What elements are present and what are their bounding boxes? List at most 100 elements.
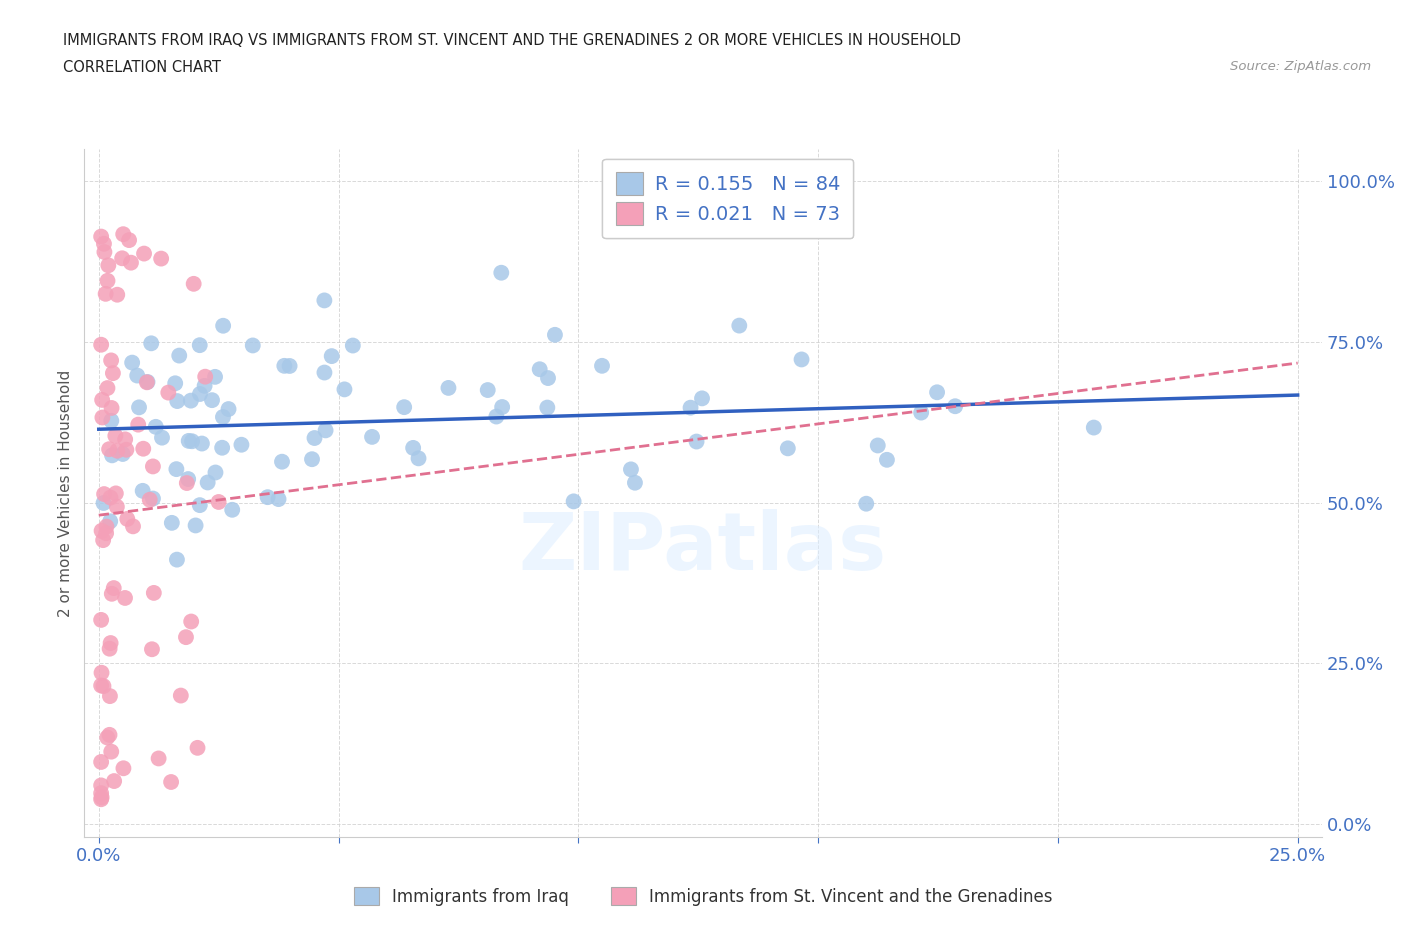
Point bbox=[101, 365, 124, 380]
Point bbox=[204, 369, 226, 384]
Point bbox=[437, 380, 460, 395]
Point bbox=[98, 514, 121, 529]
Point bbox=[231, 437, 253, 452]
Point bbox=[90, 229, 112, 244]
Point bbox=[167, 348, 190, 363]
Point bbox=[91, 533, 114, 548]
Point bbox=[620, 462, 643, 477]
Point bbox=[104, 486, 127, 501]
Point bbox=[93, 679, 115, 694]
Point bbox=[177, 472, 200, 486]
Point bbox=[361, 430, 384, 445]
Point bbox=[537, 371, 560, 386]
Point bbox=[100, 413, 122, 428]
Point bbox=[131, 484, 153, 498]
Point bbox=[204, 465, 226, 480]
Point bbox=[90, 338, 112, 352]
Point bbox=[536, 400, 558, 415]
Point bbox=[103, 580, 125, 595]
Point bbox=[170, 688, 193, 703]
Point bbox=[477, 382, 499, 397]
Point bbox=[122, 519, 145, 534]
Point bbox=[96, 273, 118, 288]
Point bbox=[529, 362, 551, 377]
Point bbox=[114, 432, 136, 446]
Point bbox=[90, 665, 112, 680]
Point bbox=[910, 405, 932, 420]
Point bbox=[100, 635, 122, 650]
Point bbox=[194, 369, 217, 384]
Point bbox=[221, 502, 243, 517]
Point bbox=[105, 444, 128, 458]
Point bbox=[943, 399, 966, 414]
Text: Source: ZipAtlas.com: Source: ZipAtlas.com bbox=[1230, 60, 1371, 73]
Point bbox=[194, 379, 217, 393]
Point bbox=[314, 293, 336, 308]
Point bbox=[105, 287, 128, 302]
Point bbox=[876, 452, 898, 467]
Point bbox=[591, 358, 613, 373]
Text: CORRELATION CHART: CORRELATION CHART bbox=[63, 60, 221, 75]
Point bbox=[191, 436, 214, 451]
Point bbox=[485, 409, 508, 424]
Point bbox=[267, 492, 290, 507]
Point bbox=[181, 433, 204, 448]
Legend: R = 0.155   N = 84, R = 0.021   N = 73: R = 0.155 N = 84, R = 0.021 N = 73 bbox=[602, 158, 853, 238]
Point bbox=[855, 497, 877, 512]
Point bbox=[212, 318, 235, 333]
Point bbox=[98, 642, 121, 657]
Point bbox=[790, 352, 813, 367]
Point bbox=[91, 410, 114, 425]
Point bbox=[93, 245, 115, 259]
Point bbox=[135, 375, 157, 390]
Point bbox=[197, 475, 219, 490]
Point bbox=[201, 392, 224, 407]
Point bbox=[273, 358, 295, 373]
Point bbox=[242, 338, 264, 352]
Point bbox=[165, 376, 187, 391]
Text: ZIPatlas: ZIPatlas bbox=[519, 509, 887, 587]
Point bbox=[166, 393, 188, 408]
Point bbox=[679, 400, 702, 415]
Point bbox=[690, 391, 713, 405]
Point bbox=[271, 454, 294, 469]
Point bbox=[90, 786, 112, 801]
Point bbox=[94, 286, 117, 301]
Point bbox=[491, 265, 513, 280]
Point bbox=[90, 778, 112, 793]
Point bbox=[145, 419, 167, 434]
Point bbox=[866, 438, 889, 453]
Point bbox=[97, 258, 120, 272]
Point bbox=[177, 433, 200, 448]
Point bbox=[100, 401, 122, 416]
Point bbox=[138, 492, 160, 507]
Point bbox=[685, 434, 707, 449]
Point bbox=[776, 441, 799, 456]
Point bbox=[180, 614, 202, 629]
Text: IMMIGRANTS FROM IRAQ VS IMMIGRANTS FROM ST. VINCENT AND THE GRENADINES 2 OR MORE: IMMIGRANTS FROM IRAQ VS IMMIGRANTS FROM … bbox=[63, 33, 962, 47]
Point bbox=[101, 448, 124, 463]
Point bbox=[301, 452, 323, 467]
Point bbox=[150, 251, 173, 266]
Point bbox=[93, 486, 115, 501]
Point bbox=[100, 490, 122, 505]
Point bbox=[112, 761, 135, 776]
Point bbox=[90, 678, 112, 693]
Point bbox=[174, 630, 197, 644]
Point bbox=[98, 442, 121, 457]
Point bbox=[183, 276, 205, 291]
Point bbox=[142, 586, 165, 601]
Point bbox=[93, 496, 115, 511]
Point bbox=[321, 349, 343, 364]
Point bbox=[104, 429, 127, 444]
Point bbox=[304, 431, 326, 445]
Point bbox=[90, 754, 112, 769]
Point bbox=[111, 446, 134, 461]
Point bbox=[218, 402, 240, 417]
Point bbox=[100, 744, 122, 759]
Point bbox=[141, 642, 163, 657]
Point bbox=[94, 525, 117, 540]
Point bbox=[392, 400, 415, 415]
Point bbox=[188, 338, 211, 352]
Point bbox=[132, 441, 155, 456]
